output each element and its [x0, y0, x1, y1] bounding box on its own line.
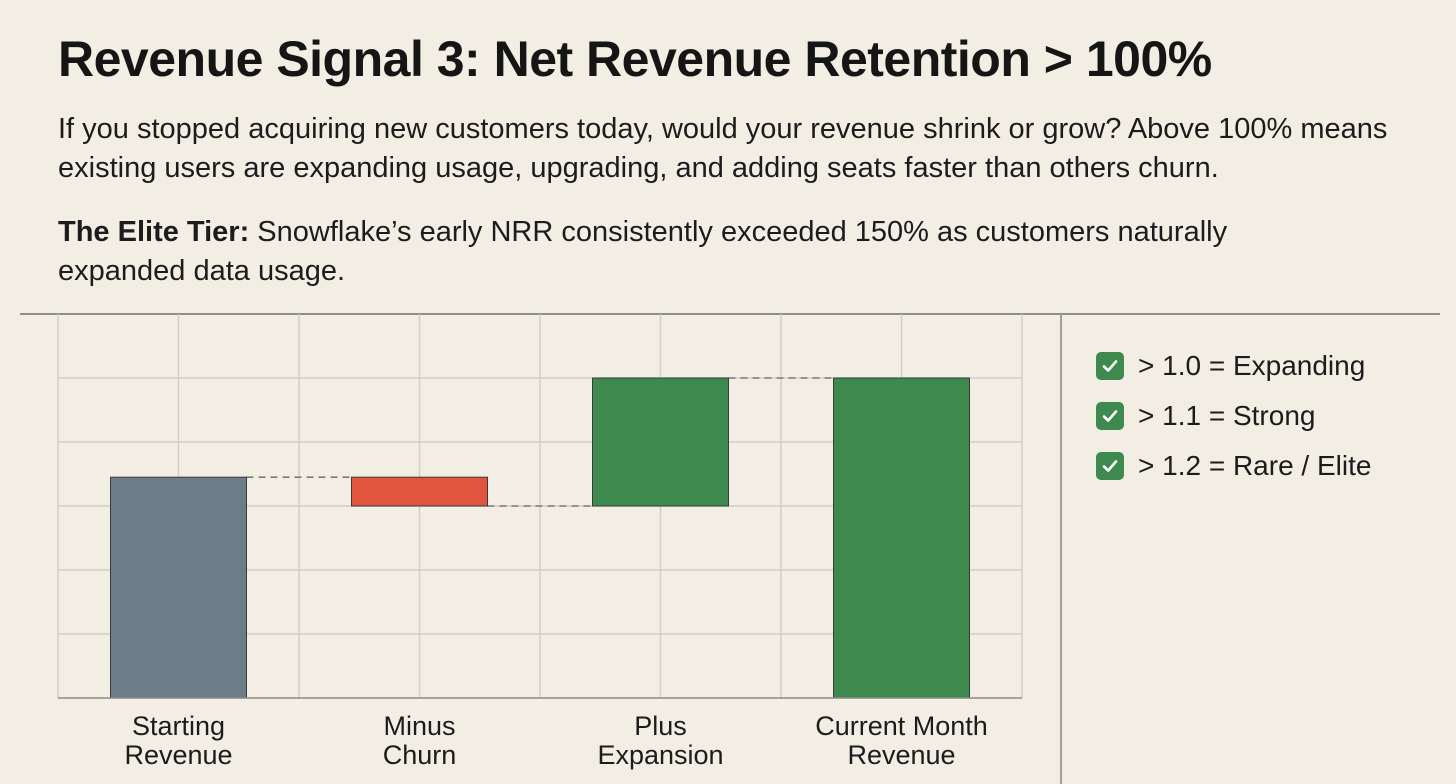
check-icon: [1096, 452, 1124, 480]
elite-tier-note: The Elite Tier: Snowflake’s early NRR co…: [58, 213, 1308, 291]
nrr-legend: > 1.0 = Expanding > 1.1 = Strong > 1.2 =…: [1096, 341, 1371, 491]
x-tick-label: Minus Churn: [383, 711, 457, 770]
check-icon: [1096, 402, 1124, 430]
x-tick-label: Current Month Revenue: [815, 711, 988, 770]
x-tick-label: Plus Expansion: [597, 711, 723, 770]
x-tick-label-line: Current Month: [815, 711, 988, 741]
elite-tier-text: Snowflake’s early NRR consistently excee…: [58, 216, 1228, 287]
x-tick-label-line: Minus: [383, 711, 455, 741]
page-title: Revenue Signal 3: Net Revenue Retention …: [58, 31, 1212, 87]
legend-label: > 1.2 = Rare / Elite: [1138, 450, 1372, 481]
horizontal-divider: [20, 313, 1440, 315]
elite-tier-label: The Elite Tier:: [58, 216, 250, 248]
page-subtitle: If you stopped acquiring new customers t…: [58, 113, 1388, 184]
bar-plus-expansion: [592, 377, 729, 507]
x-tick-label-line: Revenue: [124, 740, 232, 770]
legend-label: > 1.1 = Strong: [1138, 400, 1316, 431]
legend-label: > 1.0 = Expanding: [1138, 350, 1366, 381]
legend-item-expanding: > 1.0 = Expanding: [1096, 341, 1371, 391]
x-tick-label-line: Starting: [132, 711, 225, 741]
check-icon: [1096, 352, 1124, 380]
vertical-divider: [1060, 314, 1062, 784]
x-tick-label-line: Revenue: [847, 740, 955, 770]
x-tick-label-line: Expansion: [597, 740, 723, 770]
legend-item-strong: > 1.1 = Strong: [1096, 391, 1371, 441]
bar-starting-revenue: [110, 476, 247, 699]
x-tick-label: Starting Revenue: [124, 711, 232, 770]
bar-current-month-revenue: [833, 377, 970, 699]
x-tick-label-line: Churn: [383, 740, 457, 770]
x-tick-label-line: Plus: [634, 711, 687, 741]
legend-item-elite: > 1.2 = Rare / Elite: [1096, 441, 1371, 491]
bar-minus-churn: [351, 476, 488, 507]
